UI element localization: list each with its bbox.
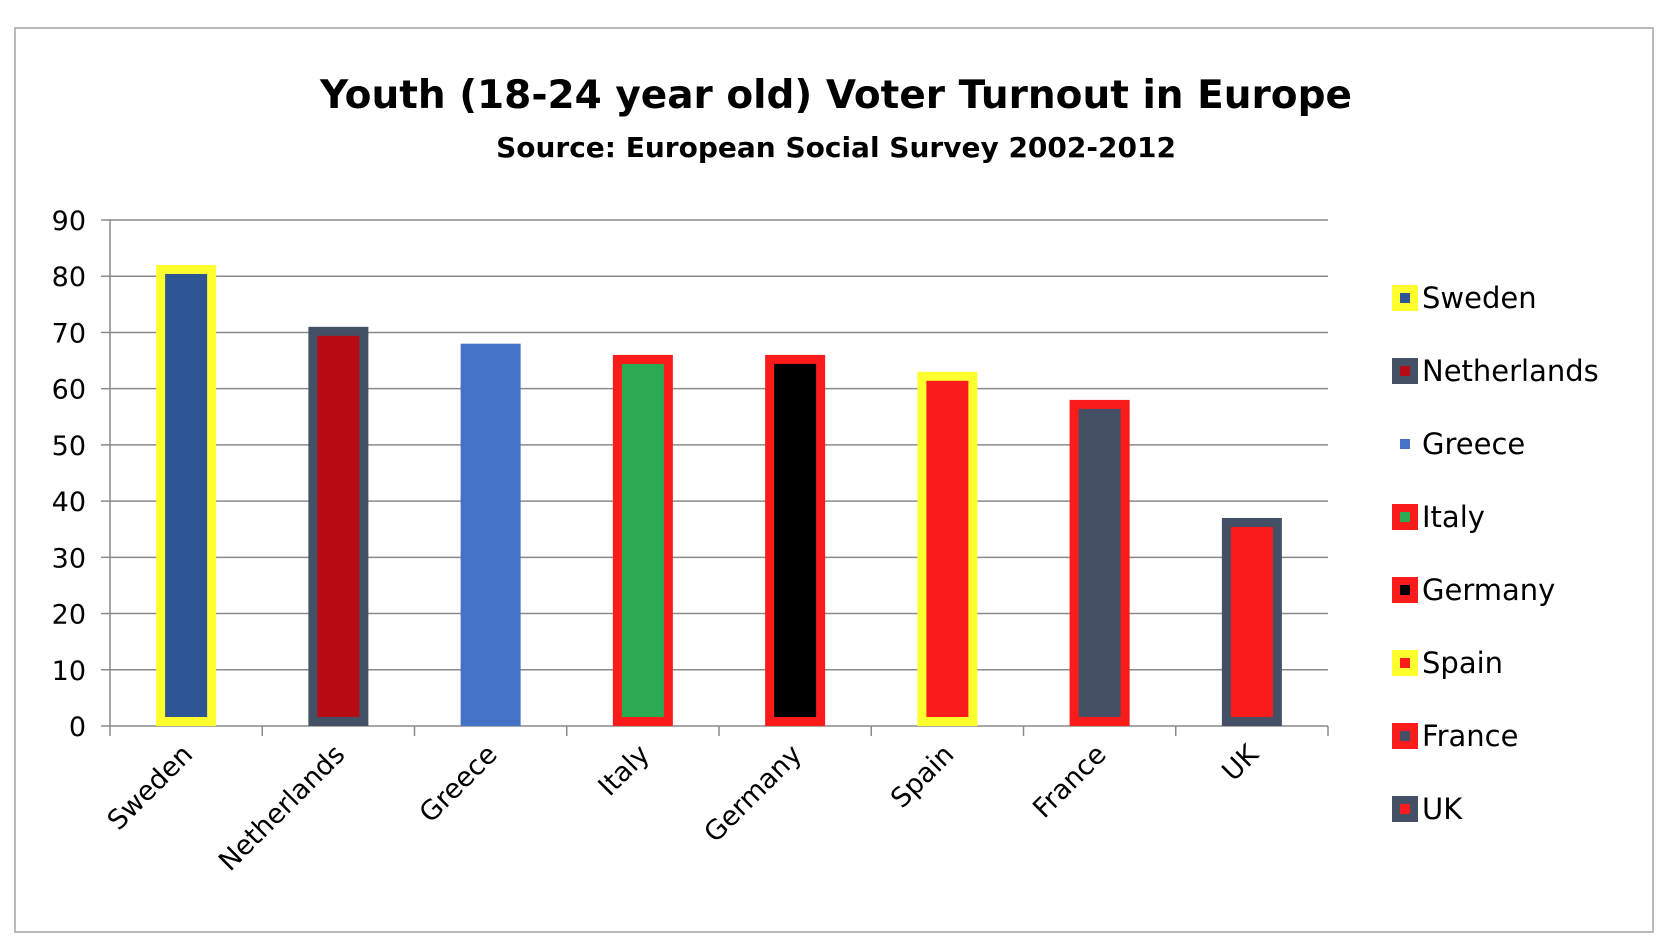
y-tick-label: 0 <box>69 712 86 743</box>
legend-label: Greece <box>1422 427 1525 461</box>
legend-label: Sweden <box>1422 281 1537 315</box>
y-tick-label: 80 <box>52 262 86 293</box>
legend-swatch <box>1400 439 1410 449</box>
x-tick-label: Spain <box>885 739 960 814</box>
chart-frame <box>14 27 1654 933</box>
bar-greece <box>460 343 521 726</box>
bar-spain <box>917 371 978 726</box>
y-tick-label: 50 <box>52 431 86 462</box>
bar-netherlands <box>308 326 369 726</box>
legend-swatch <box>1400 585 1410 595</box>
x-tick-label: Germany <box>698 739 808 849</box>
y-tick-label: 10 <box>52 656 86 687</box>
chart-subtitle: Source: European Social Survey 2002-2012 <box>496 131 1176 164</box>
legend-swatch <box>1400 658 1410 668</box>
bars <box>156 264 1282 726</box>
x-tick-label: UK <box>1216 738 1265 787</box>
axes <box>101 219 1329 736</box>
y-tick-label: 20 <box>52 600 86 631</box>
x-tick-label: France <box>1027 739 1112 824</box>
x-tick-label: Netherlands <box>213 739 351 877</box>
y-axis-ticks: 0 10 20 30 40 50 60 70 80 90 <box>52 206 86 743</box>
legend-swatch <box>1400 804 1410 814</box>
legend-swatch <box>1400 512 1410 522</box>
bar-italy <box>612 354 673 726</box>
legend-label: Italy <box>1422 500 1485 534</box>
y-tick-label: 60 <box>52 375 86 406</box>
legend-swatch <box>1400 366 1410 376</box>
legend-label: UK <box>1422 792 1463 826</box>
y-tick-label: 70 <box>52 318 86 349</box>
y-tick-label: 40 <box>52 487 86 518</box>
legend-label: Spain <box>1422 646 1503 680</box>
legend-swatch <box>1400 731 1410 741</box>
legend-label: France <box>1422 719 1518 753</box>
chart-title: Youth (18-24 year old) Voter Turnout in … <box>319 73 1352 118</box>
y-tick-label: 30 <box>52 543 86 574</box>
y-tick-label: 90 <box>52 206 86 237</box>
legend-swatch <box>1400 293 1410 303</box>
legend-label: Germany <box>1422 573 1555 607</box>
bar-uk <box>1221 517 1282 726</box>
gridlines <box>110 219 1328 671</box>
bar-france <box>1069 399 1130 726</box>
legend-label: Netherlands <box>1422 354 1599 388</box>
legend: Sweden Netherlands Greece Italy Germany Spain… <box>1392 281 1599 826</box>
x-tick-label: Sweden <box>102 739 199 836</box>
x-axis-ticks: Sweden Netherlands Greece Italy Germany Spain… <box>102 738 1266 877</box>
bar-germany <box>765 354 826 726</box>
x-tick-label: Greece <box>414 739 504 829</box>
bar-sweden <box>156 264 217 726</box>
x-tick-label: Italy <box>592 739 655 802</box>
